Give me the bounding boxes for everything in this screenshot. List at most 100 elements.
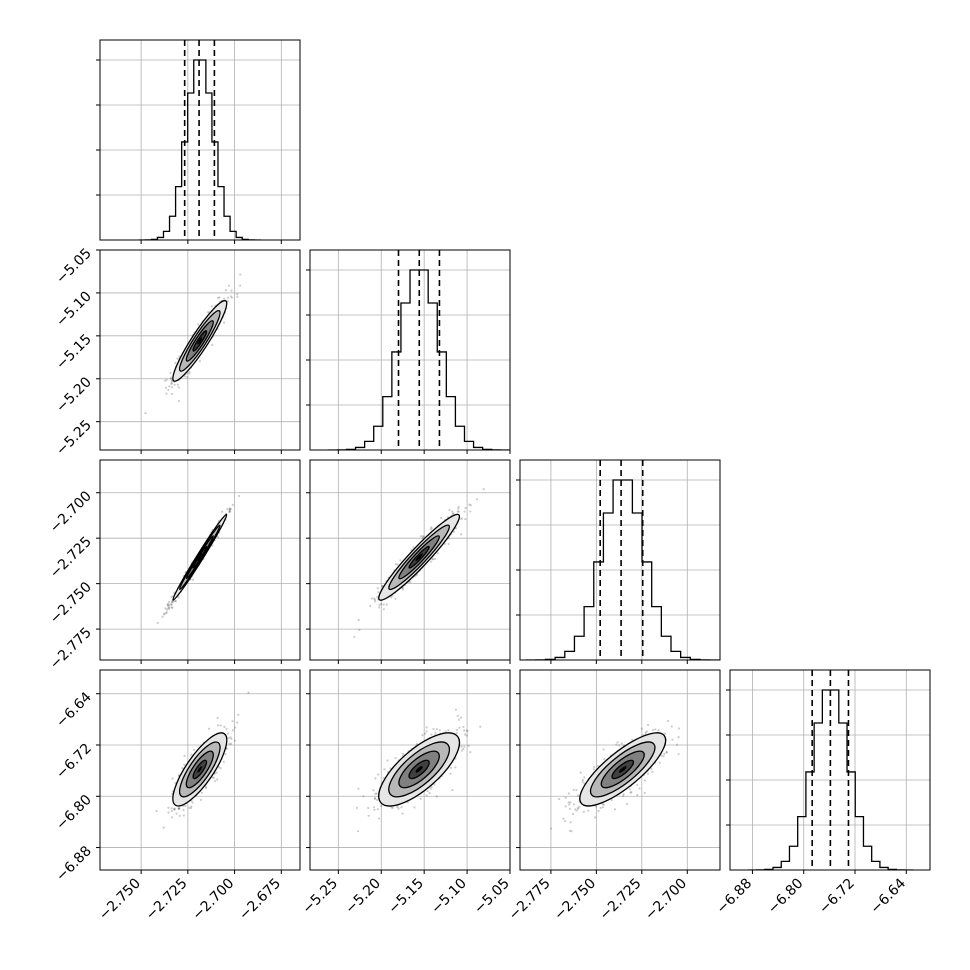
panel-frame-1-1 — [309, 249, 511, 451]
sample-point-3-1-0 — [374, 777, 377, 780]
sample-point-2-1-528 — [431, 557, 435, 561]
sample-point-3-2-27 — [599, 806, 602, 810]
sample-point-3-2-412 — [570, 830, 573, 833]
sample-point-3-1-209 — [397, 807, 400, 810]
sample-point-3-1-400 — [426, 789, 429, 793]
sample-point-3-0-539 — [225, 747, 228, 750]
panel-frame-3-0 — [99, 669, 301, 871]
panel-content-2-2 — [520, 460, 720, 660]
y-tick-label-2-1: −2.750 — [47, 579, 95, 627]
sample-point-3-0-200 — [188, 806, 191, 809]
sample-point-2-1-64 — [370, 597, 374, 600]
sample-point-2-0-228 — [164, 607, 167, 610]
sample-point-1-0-386 — [197, 323, 200, 326]
sample-point-3-1-451 — [449, 766, 453, 769]
sample-point-3-1-543 — [372, 789, 375, 792]
sample-point-3-2-541 — [666, 719, 670, 723]
sample-point-2-0-26 — [191, 578, 195, 581]
sample-point-3-2-233 — [645, 730, 649, 733]
sample-point-2-0-293 — [220, 510, 224, 513]
sample-point-3-0-119 — [233, 726, 237, 729]
sample-point-3-0-100 — [172, 807, 176, 810]
panel-content-3-2 — [520, 670, 720, 870]
sample-point-3-1-153 — [430, 785, 433, 789]
sample-point-2-1-136 — [422, 535, 425, 538]
sample-point-3-0-495 — [171, 816, 174, 819]
panel-content-2-0 — [100, 460, 300, 660]
sample-point-2-1-269 — [459, 533, 463, 536]
x-tick-label-2-1: −2.750 — [551, 876, 599, 924]
sample-point-2-0-39 — [237, 494, 241, 498]
sample-point-2-1-203 — [409, 580, 412, 583]
sample-point-2-1-330 — [475, 498, 479, 501]
sample-point-3-1-52 — [372, 806, 376, 809]
sample-point-3-2-20 — [631, 738, 634, 741]
sample-point-3-0-408 — [211, 776, 214, 779]
sample-point-3-2-110 — [626, 802, 629, 806]
x-tick-label-0-0: −2.750 — [96, 876, 144, 924]
sample-point-1-0-248 — [169, 371, 172, 375]
sample-point-2-1-102 — [401, 588, 404, 591]
sample-point-2-1-299 — [373, 598, 377, 601]
panel-frame-3-1 — [309, 669, 511, 871]
sample-point-2-1-45 — [380, 602, 383, 606]
sample-point-3-2-516 — [646, 772, 650, 775]
panel-frame-3-2 — [519, 669, 721, 871]
sample-point-3-2-279 — [592, 768, 595, 771]
sample-point-3-2-286 — [572, 788, 575, 792]
sample-point-3-1-587 — [425, 726, 428, 729]
sample-point-3-2-474 — [675, 743, 679, 746]
sample-point-3-1-300 — [466, 729, 469, 733]
sample-point-1-0-566 — [170, 392, 173, 396]
sample-point-3-0-504 — [230, 737, 233, 740]
sample-point-3-1-20 — [454, 766, 457, 769]
sample-point-3-0-439 — [233, 739, 236, 742]
x-tick-label-3-3: −6.64 — [867, 875, 909, 917]
contour-2-1-4 — [415, 553, 423, 562]
sample-point-3-0-96 — [182, 814, 185, 817]
sample-point-2-1-274 — [369, 604, 372, 608]
sample-point-3-2-314 — [615, 743, 618, 746]
sample-point-2-0-364 — [229, 507, 232, 511]
sample-point-3-1-335 — [434, 731, 437, 734]
sample-point-1-0-543 — [239, 273, 242, 276]
sample-point-3-1-589 — [391, 806, 394, 810]
sample-point-1-0-179 — [177, 399, 181, 403]
sample-point-3-0-125 — [183, 754, 186, 757]
sample-point-1-0-407 — [236, 295, 239, 298]
sample-point-3-0-337 — [178, 814, 181, 817]
sample-point-2-1-369 — [448, 508, 451, 512]
panel-3-2: −2.775−2.750−2.725−2.700 — [506, 669, 721, 924]
sample-point-2-1-170 — [421, 537, 424, 540]
sample-point-3-0-10 — [228, 742, 231, 745]
sample-point-2-0-380 — [161, 615, 164, 618]
y-tick-label-3-0: −6.88 — [53, 843, 95, 885]
sample-point-2-1-527 — [469, 510, 472, 513]
sample-point-1-0-146 — [169, 377, 172, 381]
sample-point-3-2-3 — [654, 728, 657, 731]
sample-point-3-0-4 — [217, 766, 221, 769]
sample-point-3-1-73 — [463, 733, 467, 736]
panel-frame-1-0 — [99, 249, 301, 451]
sample-point-3-2-80 — [567, 792, 571, 795]
sample-point-1-0-382 — [211, 343, 214, 347]
sample-point-2-1-518 — [459, 517, 462, 520]
sample-point-2-1-42 — [457, 510, 460, 513]
panel-2-1 — [306, 459, 511, 664]
x-tick-label-2-0: −2.775 — [506, 876, 554, 924]
panel-frame-2-0 — [99, 459, 301, 661]
sample-point-2-0-294 — [165, 611, 168, 614]
sample-point-1-0-87 — [164, 379, 167, 382]
sample-point-3-1-521 — [357, 787, 360, 790]
sample-point-3-0-509 — [170, 807, 173, 810]
sample-point-1-0-347 — [224, 289, 227, 292]
y-tick-label-1-4: −5.05 — [53, 246, 95, 288]
sample-point-2-1-179 — [421, 535, 425, 538]
sample-point-3-1-216 — [373, 808, 376, 811]
panel-frame-2-2 — [519, 459, 721, 661]
sample-point-2-0-202 — [228, 509, 231, 512]
sample-point-3-2-17 — [571, 812, 575, 816]
x-tick-label-0-1: −2.725 — [143, 876, 191, 924]
sample-point-3-0-513 — [173, 808, 176, 811]
sample-point-2-1-419 — [451, 510, 454, 513]
